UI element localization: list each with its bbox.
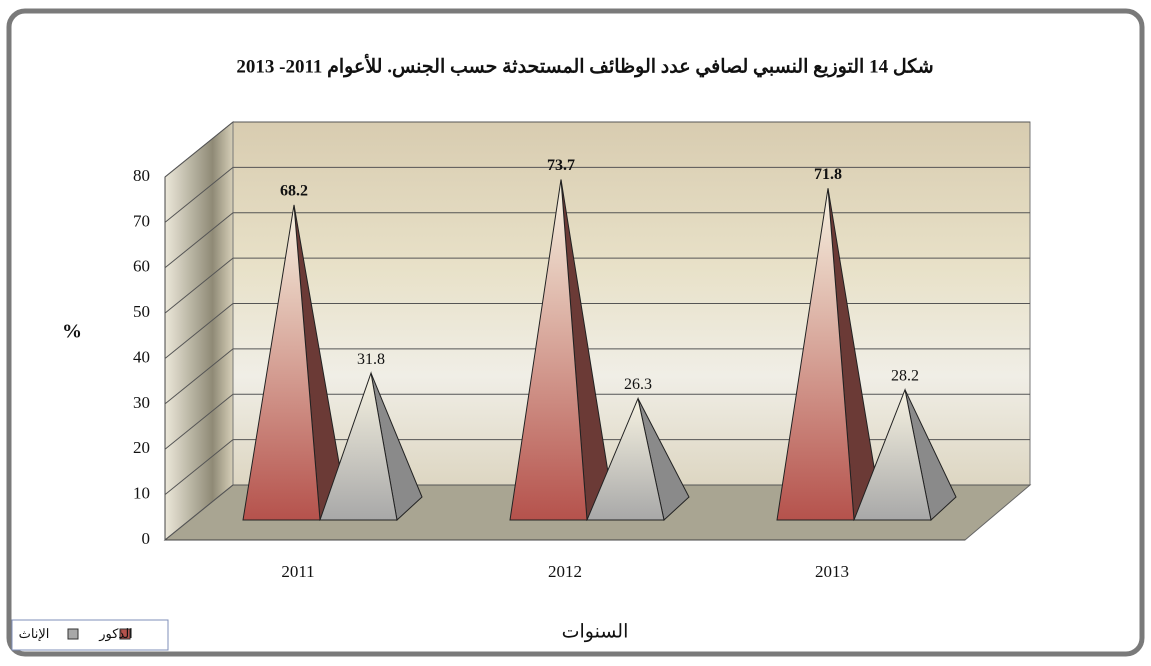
y-axis-label: %: [62, 321, 82, 343]
data-label: 31.8: [357, 351, 385, 368]
x-tick-label: 2011: [281, 562, 314, 581]
x-tick-label: 2012: [548, 562, 582, 581]
chart-title: شكل 14 التوزيع النسبي لصافي عدد الوظائف …: [236, 53, 933, 78]
grid-line: [164, 484, 1030, 541]
y-tick-label: 40: [133, 347, 150, 366]
pyramid-front: [509, 179, 588, 521]
pyramid-front: [776, 188, 855, 521]
grid-line: [164, 121, 1030, 178]
legend-swatch: [119, 628, 131, 640]
data-label: 71.8: [814, 166, 842, 183]
pyramid-front: [242, 204, 321, 521]
legend-swatch: [67, 628, 79, 640]
pyramid-front: [586, 396, 665, 521]
pyramid-front: [319, 371, 398, 521]
grid-line: [164, 348, 1030, 405]
data-label: 28.2: [891, 367, 919, 384]
x-tick-label: 2013: [815, 562, 849, 581]
grid-line: [164, 439, 1030, 496]
data-label: 26.3: [624, 376, 652, 393]
y-tick-label: 80: [133, 166, 150, 185]
y-tick-label: 10: [133, 484, 150, 503]
legend: [11, 619, 169, 651]
y-tick-label: 60: [133, 257, 150, 276]
y-tick-label: 30: [133, 393, 150, 412]
data-label: 68.2: [280, 183, 308, 200]
grid-line: [164, 212, 1030, 269]
grid-line: [164, 166, 1030, 223]
y-tick-label: 0: [142, 529, 151, 548]
y-tick-label: 20: [133, 438, 150, 457]
legend-label: الذكور: [98, 626, 133, 642]
data-label: 73.7: [547, 157, 575, 174]
x-axis-label: السنوات: [562, 621, 629, 642]
grid-line: [164, 257, 1030, 314]
y-tick-label: 50: [133, 302, 150, 321]
pyramid-front: [853, 387, 932, 521]
grid-line: [164, 393, 1030, 450]
grid-line: [164, 303, 1030, 359]
y-tick-label: 70: [133, 211, 150, 230]
legend-label: الإناث: [19, 626, 50, 642]
